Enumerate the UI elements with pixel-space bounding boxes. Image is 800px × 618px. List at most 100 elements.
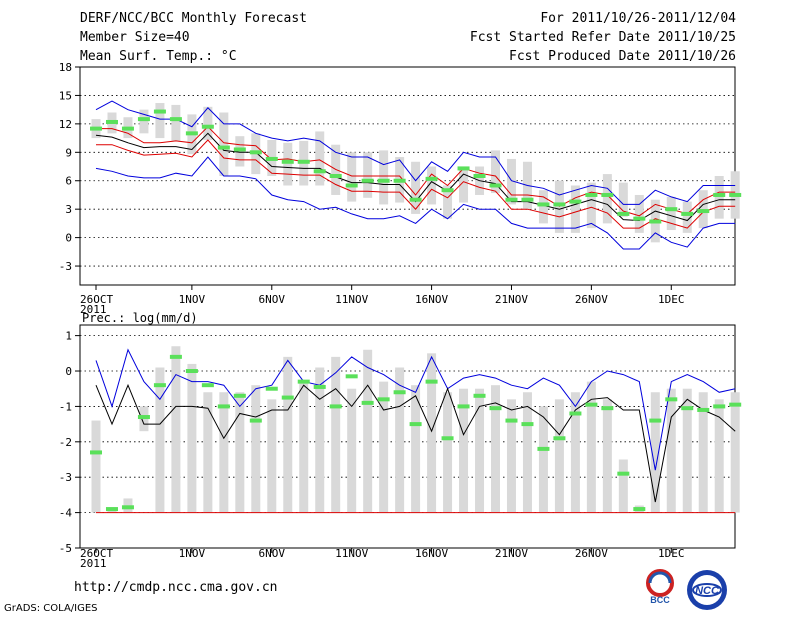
median-7 [201, 383, 214, 388]
median-31 [585, 402, 598, 407]
box-36 [666, 388, 676, 513]
box-31 [586, 182, 596, 229]
median-37 [681, 406, 694, 411]
y-tick-label: 1 [65, 330, 72, 343]
median-25 [489, 183, 502, 188]
source-url[interactable]: http://cmdp.ncc.cma.gov.cn [74, 580, 278, 595]
box-9 [235, 392, 245, 513]
median-22 [441, 436, 454, 441]
median-22 [441, 188, 454, 193]
median-39 [713, 192, 726, 197]
box-16 [347, 152, 357, 202]
box-11 [267, 399, 277, 513]
variable-label: Mean Surf. Temp.: °C [80, 49, 237, 64]
median-11 [265, 386, 278, 391]
box-26 [506, 158, 516, 205]
box-14 [315, 367, 325, 513]
median-15 [329, 404, 342, 409]
y-tick-label: -2 [59, 436, 72, 449]
box-31 [586, 381, 596, 513]
median-4 [153, 383, 166, 388]
box-38 [698, 392, 708, 513]
median-39 [713, 404, 726, 409]
box-5 [171, 104, 181, 141]
box-28 [538, 190, 548, 224]
median-9 [233, 393, 246, 398]
median-13 [297, 379, 310, 384]
x-tick-year: 2011 [80, 303, 107, 316]
median-33 [617, 471, 630, 476]
box-14 [315, 131, 325, 186]
median-35 [649, 219, 662, 224]
median-36 [665, 397, 678, 402]
median-1 [105, 119, 118, 124]
x-tick-year: 2011 [80, 557, 107, 570]
y-tick-label: 9 [65, 146, 72, 159]
x-tick-label: 26OCT [80, 293, 113, 306]
x-tick-label: 1DEC [658, 293, 685, 306]
y-tick-label: 3 [65, 203, 72, 216]
box-12 [283, 142, 293, 186]
forecast-period: For 2011/10/26-2011/12/04 [540, 11, 736, 26]
median-32 [601, 406, 614, 411]
median-5 [169, 117, 182, 122]
box-39 [714, 176, 724, 219]
box-4 [155, 103, 165, 139]
header-left: DERF/NCC/BCC Monthly Forecast Member Siz… [80, 10, 307, 67]
box-29 [554, 399, 564, 513]
median-25 [489, 406, 502, 411]
box-17 [363, 349, 373, 513]
y-tick-label: -4 [59, 507, 73, 520]
box-25 [491, 150, 500, 194]
x-tick-label: 21NOV [495, 293, 528, 306]
x-tick-label: 16NOV [415, 547, 448, 560]
started-date: Fcst Started Refer Date 2011/10/25 [469, 30, 736, 45]
box-36 [666, 196, 676, 231]
median-3 [137, 415, 150, 420]
median-35 [649, 418, 662, 423]
y-tick-label: -5 [59, 542, 72, 555]
median-19 [393, 178, 406, 183]
box-3 [139, 109, 149, 134]
box-27 [522, 392, 532, 513]
box-33 [618, 182, 628, 217]
box-18 [379, 381, 389, 513]
ncc-logo-text: NCC [695, 585, 720, 597]
median-14 [313, 384, 326, 389]
box-40 [730, 392, 740, 513]
x-tick-label: 1NOV [179, 293, 206, 306]
box-32 [602, 399, 612, 513]
box-12 [283, 356, 293, 513]
produced-date: Fcst Produced Date 2011/10/26 [509, 49, 736, 64]
median-30 [569, 199, 582, 204]
upper-envelope-line [95, 348, 736, 471]
box-30 [570, 392, 580, 513]
median-14 [313, 169, 326, 174]
median-3 [137, 117, 150, 122]
y-tick-label: -3 [59, 260, 72, 273]
box-17 [363, 152, 373, 198]
median-16 [345, 183, 358, 188]
median-38 [697, 209, 710, 214]
median-10 [249, 418, 262, 423]
box-18 [379, 150, 389, 205]
bcc-logo-text: BCC [650, 595, 670, 605]
median-38 [697, 407, 710, 412]
lower-band-line [96, 139, 736, 229]
y-tick-label: -1 [59, 400, 72, 413]
median-37 [681, 211, 694, 216]
box-21 [427, 166, 437, 205]
box-23 [459, 166, 469, 203]
median-29 [553, 202, 566, 207]
median-2 [121, 505, 134, 510]
median-5 [169, 354, 182, 359]
box-22 [443, 392, 453, 513]
x-tick-label: 26OCT [80, 547, 113, 560]
grads-credit: GrADS: COLA/IGES [4, 603, 98, 614]
box-0 [91, 420, 101, 513]
median-1 [105, 507, 118, 512]
box-33 [618, 459, 628, 513]
x-tick-label: 6NOV [259, 293, 286, 306]
median-6 [185, 369, 198, 374]
